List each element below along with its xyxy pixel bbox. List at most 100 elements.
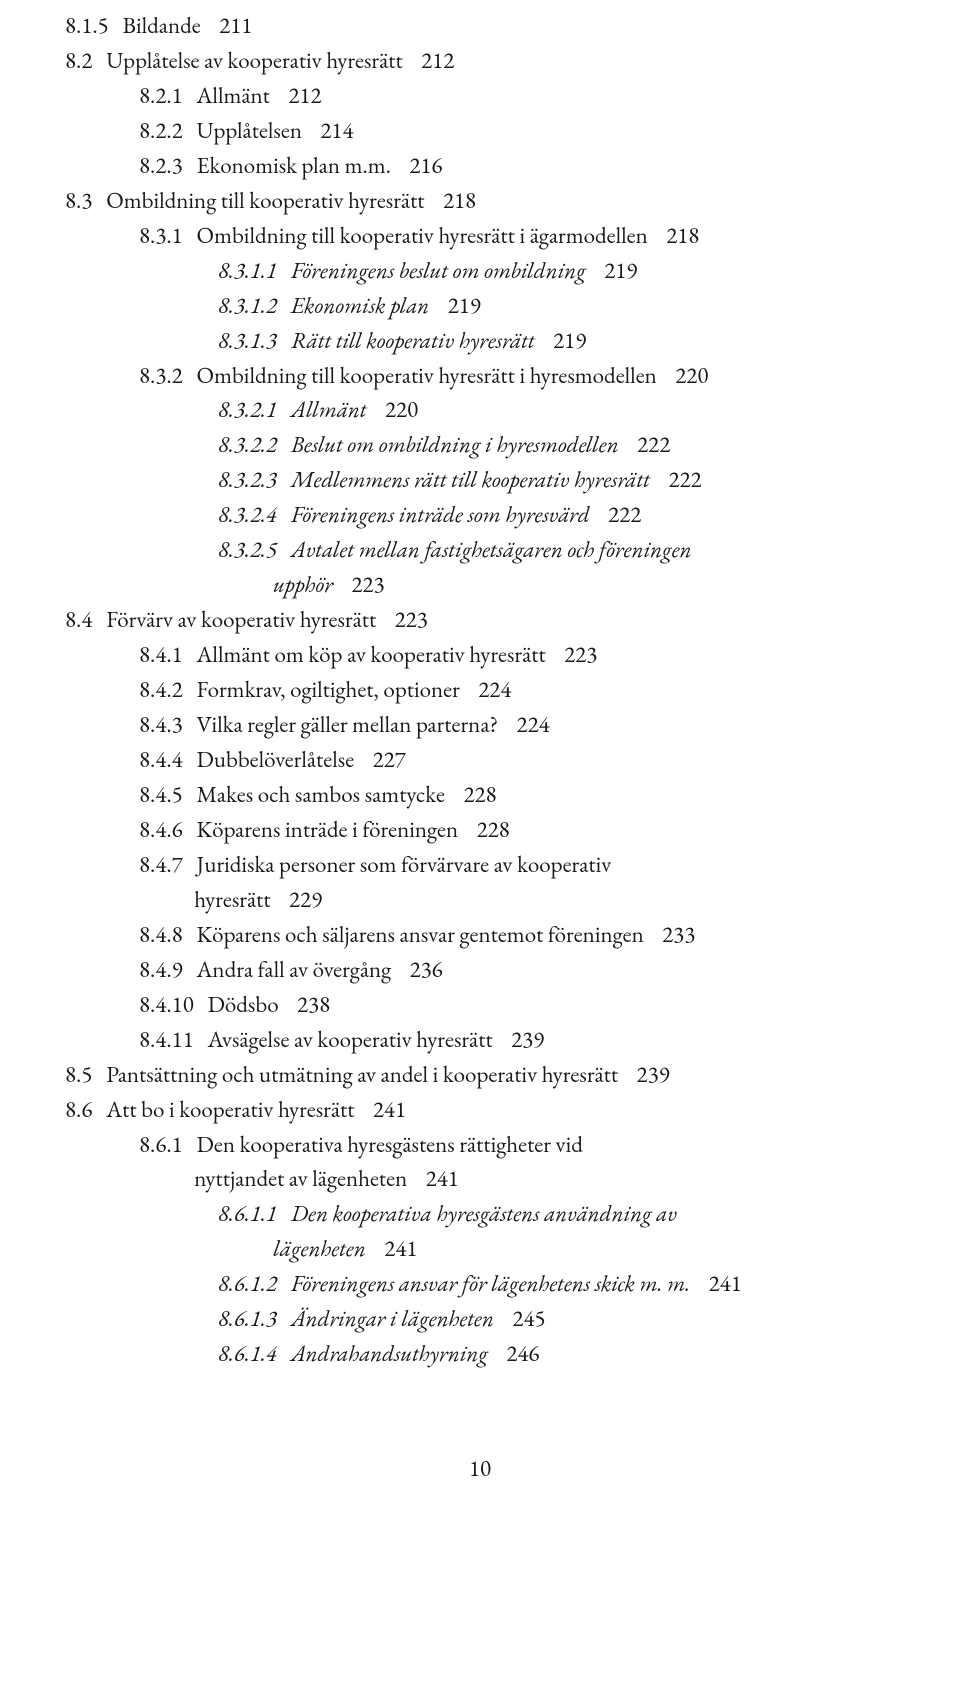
toc-entry: lägenheten 241	[20, 1231, 940, 1266]
toc-entry-title: lägenheten	[273, 1233, 366, 1263]
toc-entry-number: 8.6.1.3	[218, 1303, 277, 1333]
toc-entry: 8.6.1 Den kooperativa hyresgästens rätti…	[20, 1127, 940, 1162]
page-number: 10	[20, 1451, 940, 1486]
toc-entry-page: 236	[410, 954, 443, 984]
toc-entry: hyresrätt 229	[20, 882, 940, 917]
toc-entry-title: Allmänt	[197, 80, 270, 110]
toc-entry-number: 8.3.2.3	[218, 464, 277, 494]
toc-entry-number: 8.4.2	[139, 674, 183, 704]
toc-entry: 8.2 Upplåtelse av kooperativ hyresrätt 2…	[20, 43, 940, 78]
toc-entry-number: 8.3.2.4	[218, 499, 277, 529]
toc-entry-number: 8.3.1.3	[218, 325, 277, 355]
toc-entry-page: 224	[478, 674, 511, 704]
toc-entry-title: Att bo i kooperativ hyresrätt	[106, 1094, 354, 1124]
toc-entry-title: Beslut om ombildning i hyresmodellen	[291, 429, 619, 459]
toc-entry-page: 220	[675, 360, 708, 390]
toc-entry-number: 8.2.3	[139, 150, 183, 180]
toc-entry-title: Upplåtelsen	[197, 115, 302, 145]
toc-entry-number: 8.4.9	[139, 954, 183, 984]
toc-entry-title: Medlemmens rätt till kooperativ hyresrät…	[291, 464, 650, 494]
toc-entry: 8.3 Ombildning till kooperativ hyresrätt…	[20, 183, 940, 218]
toc-entry-number: 8.4.8	[139, 919, 183, 949]
toc-entry-title: Vilka regler gäller mellan parterna?	[197, 709, 499, 739]
toc-entry-title: Dödsbo	[208, 989, 279, 1019]
toc-entry-title: Juridiska personer som förvärvare av koo…	[197, 849, 612, 879]
toc-entry: 8.3.2.5 Avtalet mellan fastighetsägaren …	[20, 532, 940, 567]
toc-entry: 8.4 Förvärv av kooperativ hyresrätt 223	[20, 602, 940, 637]
toc-entry-number: 8.3.1.2	[218, 290, 277, 320]
toc-entry-number: 8.3.2.5	[218, 534, 277, 564]
toc-entry-number: 8.4.6	[139, 814, 183, 844]
toc-entry-title: Andrahandsuthyrning	[291, 1338, 488, 1368]
toc-entry: 8.4.5 Makes och sambos samtycke 228	[20, 777, 940, 812]
toc-entry-page: 241	[709, 1268, 742, 1298]
toc-entry: 8.4.10 Dödsbo 238	[20, 987, 940, 1022]
toc-entry-title: Ombildning till kooperativ hyresrätt i ä…	[197, 220, 648, 250]
toc-entry-number: 8.3.2.1	[218, 394, 277, 424]
toc-entry-title: Dubbelöverlåtelse	[197, 744, 355, 774]
toc-entry: 8.4.2 Formkrav, ogiltighet, optioner 224	[20, 672, 940, 707]
toc-entry-number: 8.6.1.4	[218, 1338, 277, 1368]
toc-entry-page: 220	[385, 394, 418, 424]
toc-entry-title: Andra fall av övergång	[197, 954, 392, 984]
toc-entry-title: Förvärv av kooperativ hyresrätt	[106, 604, 376, 634]
toc-entry: 8.6.1.1 Den kooperativa hyresgästens anv…	[20, 1196, 940, 1231]
toc-entry-title: upphör	[273, 569, 333, 599]
toc-entry-page: 241	[384, 1233, 417, 1263]
toc-entry-title: Ombildning till kooperativ hyresrätt	[106, 185, 424, 215]
toc-entry-page: 219	[553, 325, 586, 355]
toc-entry: upphör 223	[20, 567, 940, 602]
toc-entry: 8.6.1.3 Ändringar i lägenheten 245	[20, 1301, 940, 1336]
toc-entry: 8.4.3 Vilka regler gäller mellan partern…	[20, 707, 940, 742]
toc-entry: 8.2.3 Ekonomisk plan m.m. 216	[20, 148, 940, 183]
toc-entry-page: 239	[637, 1059, 670, 1089]
toc-entry-page: 233	[662, 919, 695, 949]
toc-entry-page: 212	[421, 45, 454, 75]
toc-entry-number: 8.6.1.1	[218, 1198, 277, 1228]
toc-entry-number: 8.2.1	[139, 80, 183, 110]
toc-entry: 8.3.1.1 Föreningens beslut om ombildning…	[20, 253, 940, 288]
toc-entry-title: Den kooperativa hyresgästens användning …	[291, 1198, 677, 1228]
toc-entry-page: 222	[637, 429, 670, 459]
toc-entry-title: Bildande	[123, 10, 201, 40]
toc-entry: 8.6.1.2 Föreningens ansvar för lägenhete…	[20, 1266, 940, 1301]
toc-entry-number: 8.4.4	[139, 744, 183, 774]
toc-entry-number: 8.6.1.2	[218, 1268, 277, 1298]
toc-entry-page: 211	[219, 10, 252, 40]
toc-entry: 8.4.7 Juridiska personer som förvärvare …	[20, 847, 940, 882]
toc-entry-title: Allmänt om köp av kooperativ hyresrätt	[197, 639, 546, 669]
toc-entry: 8.4.9 Andra fall av övergång 236	[20, 952, 940, 987]
toc-entry: 8.3.1.3 Rätt till kooperativ hyresrätt 2…	[20, 323, 940, 358]
toc-entry-number: 8.4.10	[139, 989, 194, 1019]
toc-entry-title: Rätt till kooperativ hyresrätt	[291, 325, 535, 355]
toc-entry-title: Ekonomisk plan m.m.	[197, 150, 391, 180]
toc-entry-page: 223	[564, 639, 597, 669]
toc-entry-page: 222	[668, 464, 701, 494]
toc-entry-title: Den kooperativa hyresgästens rättigheter…	[197, 1129, 583, 1159]
toc-entry-title: hyresrätt	[194, 884, 270, 914]
toc-entry-title: Avtalet mellan fastighetsägaren och före…	[291, 534, 692, 564]
toc-entry-number: 8.3.1.1	[218, 255, 277, 285]
toc-entry-title: Ändringar i lägenheten	[291, 1303, 494, 1333]
table-of-contents: 8.1.5 Bildande 2118.2 Upplåtelse av koop…	[20, 8, 940, 1371]
toc-entry: 8.3.1.2 Ekonomisk plan 219	[20, 288, 940, 323]
toc-entry: 8.3.2.1 Allmänt 220	[20, 392, 940, 427]
toc-entry-page: 238	[297, 989, 330, 1019]
toc-entry-title: Avsägelse av kooperativ hyresrätt	[208, 1024, 493, 1054]
toc-entry-title: Ombildning till kooperativ hyresrätt i h…	[197, 360, 657, 390]
toc-entry: 8.4.8 Köparens och säljarens ansvar gent…	[20, 917, 940, 952]
toc-entry: 8.5 Pantsättning och utmätning av andel …	[20, 1057, 940, 1092]
toc-entry-page: 219	[448, 290, 481, 320]
toc-entry: 8.1.5 Bildande 211	[20, 8, 940, 43]
toc-entry-page: 223	[395, 604, 428, 634]
toc-entry-number: 8.4.11	[139, 1024, 194, 1054]
toc-entry-title: Makes och sambos samtycke	[197, 779, 446, 809]
toc-entry: 8.4.1 Allmänt om köp av kooperativ hyres…	[20, 637, 940, 672]
toc-entry-page: 216	[409, 150, 442, 180]
toc-entry-title: nyttjandet av lägenheten	[194, 1163, 407, 1193]
toc-entry-number: 8.3.2.2	[218, 429, 277, 459]
toc-entry-number: 8.4.7	[139, 849, 183, 879]
toc-entry-page: 246	[506, 1338, 539, 1368]
toc-entry-number: 8.6	[65, 1094, 92, 1124]
toc-entry-number: 8.4	[65, 604, 92, 634]
